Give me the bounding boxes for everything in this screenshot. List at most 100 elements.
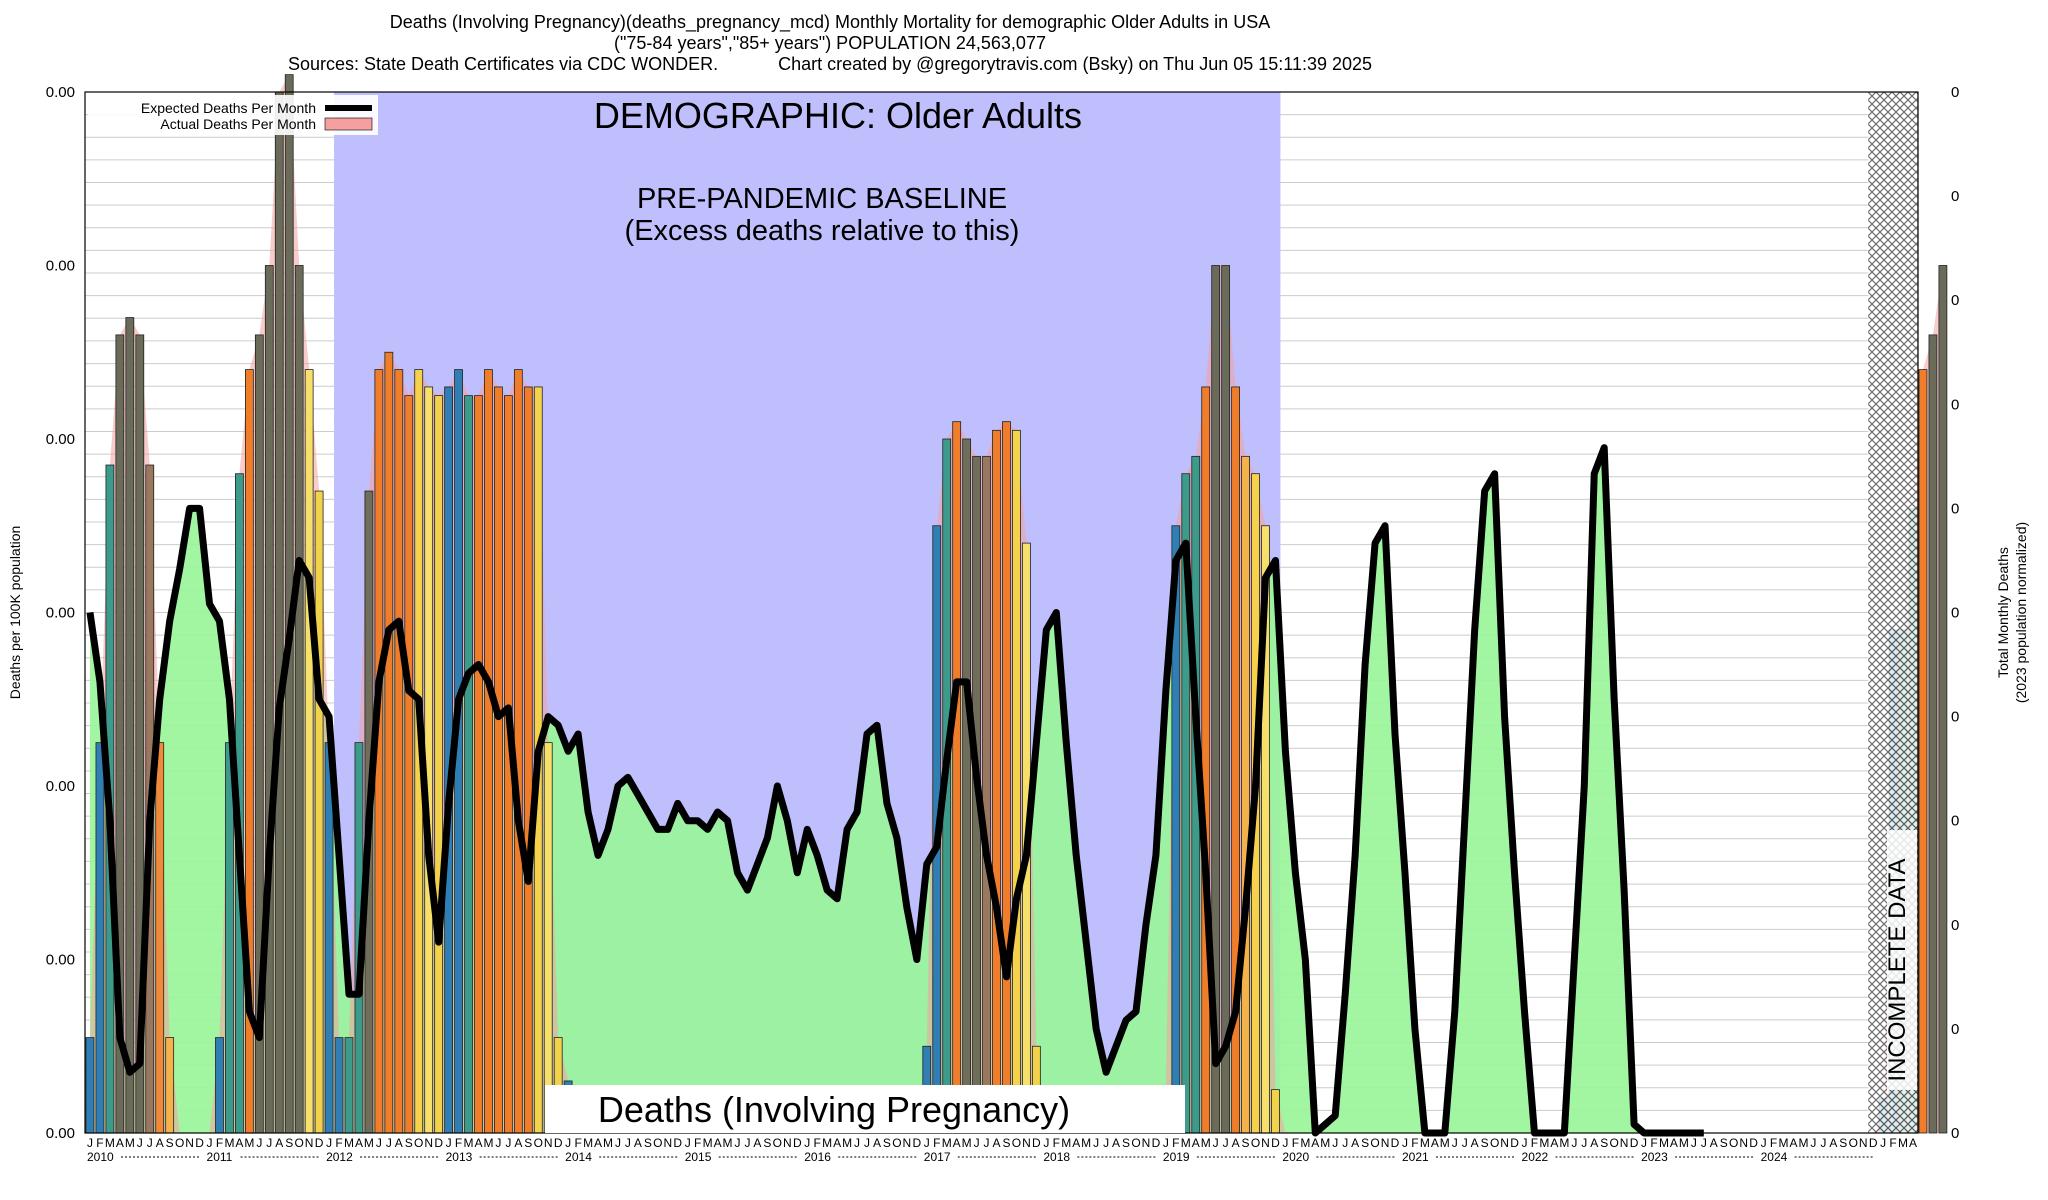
x-tick-month: N — [1620, 1136, 1629, 1150]
x-tick-month: M — [1201, 1136, 1211, 1150]
x-tick-month: A — [1072, 1136, 1080, 1150]
x-tick-month: J — [744, 1136, 750, 1150]
x-tick-month: A — [1232, 1136, 1240, 1150]
actual-bar — [1012, 429, 1021, 1134]
x-tick-month: D — [793, 1136, 802, 1150]
x-tick-month: F — [335, 1136, 342, 1150]
x-tick-month: D — [1749, 1136, 1758, 1150]
x-tick-month: A — [275, 1136, 283, 1150]
x-tick-month: O — [773, 1136, 782, 1150]
x-tick-month: J — [326, 1136, 332, 1150]
actual-bar — [1221, 265, 1231, 1134]
actual-bar — [404, 395, 414, 1134]
x-tick-month: N — [663, 1136, 672, 1150]
x-tick-month: J — [615, 1136, 621, 1150]
x-tick-year: 2023 — [1641, 1150, 1668, 1164]
x-tick-month: O — [175, 1136, 184, 1150]
x-tick-month: M — [105, 1136, 115, 1150]
y-ticks-right: 0 0 0 0 0 0 0 0 0 0 0 Total Monthly Deaths (2023 pop… — [1951, 84, 2029, 1142]
x-tick-month: J — [376, 1136, 382, 1150]
x-tick-month: D — [912, 1136, 921, 1150]
x-tick-month: J — [1810, 1136, 1816, 1150]
actual-bar — [264, 265, 274, 1134]
y-tick-label-left: 0.00 — [46, 605, 75, 622]
x-tick-month: M — [1798, 1136, 1808, 1150]
x-tick-month: M — [1300, 1136, 1310, 1150]
actual-bar — [982, 455, 991, 1134]
y-tick-label-right: 0 — [1951, 605, 1959, 622]
x-tick-month: M — [723, 1136, 733, 1150]
y-tick-label-right: 0 — [1951, 709, 1959, 726]
actual-bar — [125, 317, 135, 1134]
x-tick-month: A — [1471, 1136, 1479, 1150]
x-tick-month: F — [1650, 1136, 1657, 1150]
x-tick-month: A — [1909, 1136, 1917, 1150]
x-tick-month: M — [1559, 1136, 1569, 1150]
actual-bar — [474, 395, 483, 1134]
x-tick-month: M — [703, 1136, 713, 1150]
x-tick-year: 2022 — [1522, 1150, 1549, 1164]
x-tick-month: M — [364, 1136, 374, 1150]
title-line2: ("75-84 years","85+ years") POPULATION 2… — [614, 33, 1046, 53]
x-tick-month: A — [235, 1136, 243, 1150]
x-tick-month: D — [1391, 1136, 1400, 1150]
x-tick-month: J — [974, 1136, 980, 1150]
x-tick-month: O — [1490, 1136, 1499, 1150]
x-tick-month: J — [1701, 1136, 1707, 1150]
legend-swatch-actual — [324, 117, 373, 131]
x-tick-month: J — [87, 1136, 93, 1150]
x-tick-month: A — [1670, 1136, 1678, 1150]
actual-bar — [494, 386, 503, 1134]
actual-bar — [274, 91, 284, 1134]
x-tick-month: M — [244, 1136, 254, 1150]
x-tick-month: D — [1032, 1136, 1041, 1150]
x-tick-month: F — [455, 1136, 462, 1150]
x-tick-month: A — [833, 1136, 841, 1150]
y-tick-label-right: 0 — [1951, 813, 1959, 830]
x-tick-month: F — [1172, 1136, 1179, 1150]
y-tick-label-left: 0.00 — [46, 431, 75, 448]
x-tick-month: O — [1849, 1136, 1858, 1150]
x-tick-month: M — [942, 1136, 952, 1150]
credit-text: Chart created by @gregorytravis.com (Bsk… — [778, 54, 1373, 74]
annotations: DEMOGRAPHIC: Older Adults PRE-PANDEMIC BA… — [545, 95, 1917, 1133]
y-tick-label-left: 0.00 — [46, 1125, 75, 1142]
x-tick-month: J — [505, 1136, 511, 1150]
x-tick-year: 2020 — [1282, 1150, 1309, 1164]
x-tick-month: J — [924, 1136, 930, 1150]
x-tick-month: F — [1770, 1136, 1777, 1150]
x-tick-month: N — [1739, 1136, 1748, 1150]
x-tick-month: A — [1550, 1136, 1558, 1150]
actual-bar — [1241, 455, 1250, 1134]
x-tick-month: M — [1779, 1136, 1789, 1150]
x-tick-month: J — [1571, 1136, 1577, 1150]
x-tick-month: M — [464, 1136, 474, 1150]
x-tick-month: A — [514, 1136, 522, 1150]
x-tick-month: J — [1581, 1136, 1587, 1150]
x-tick-month: J — [1691, 1136, 1697, 1150]
chart-title: Deaths (Involving Pregnancy)(deaths_preg… — [0, 12, 1660, 75]
x-tick-month: A — [1192, 1136, 1200, 1150]
x-tick-month: N — [1261, 1136, 1270, 1150]
x-tick-month: A — [714, 1136, 722, 1150]
x-tick-month: M — [1679, 1136, 1689, 1150]
actual-bar — [215, 1037, 224, 1134]
x-tick-month: S — [1361, 1136, 1369, 1150]
actual-bar — [95, 742, 105, 1134]
x-tick-month: J — [1462, 1136, 1468, 1150]
incomplete-label: INCOMPLETE DATA — [1884, 858, 1911, 1081]
x-tick-month: J — [565, 1136, 571, 1150]
y-axis-label-left: Deaths per 100K population — [7, 526, 23, 700]
y-axis-label-right: Total Monthly Deaths — [1995, 547, 2011, 678]
x-tick-month: M — [224, 1136, 234, 1150]
x-tick-month: A — [753, 1136, 761, 1150]
actual-bar — [294, 265, 304, 1134]
x-tick-month: O — [1012, 1136, 1021, 1150]
x-tick-month: D — [673, 1136, 682, 1150]
x-tick-year: 2014 — [565, 1150, 592, 1164]
actual-bar — [992, 429, 1001, 1134]
x-tick-month: M — [1659, 1136, 1669, 1150]
x-tick-month: J — [1213, 1136, 1219, 1150]
x-tick-month: J — [864, 1136, 870, 1150]
x-tick-month: J — [685, 1136, 691, 1150]
